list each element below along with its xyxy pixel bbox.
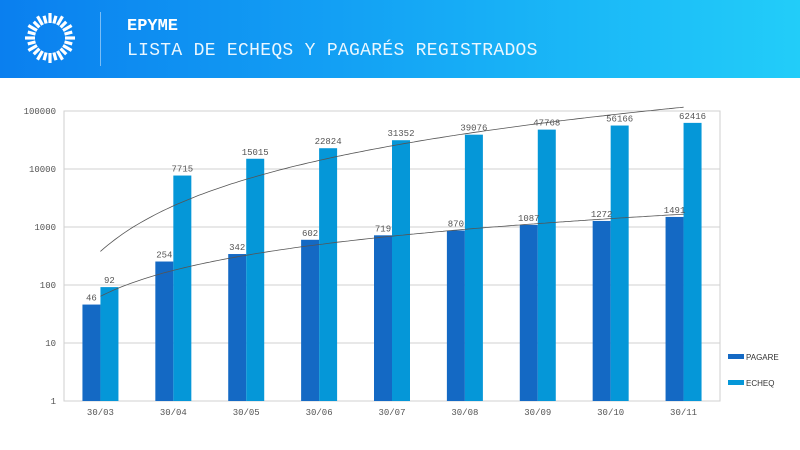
data-label: 254 xyxy=(156,251,172,261)
data-label: 39076 xyxy=(460,124,487,134)
logo-ray xyxy=(64,40,73,46)
bar-echeq xyxy=(246,158,265,401)
logo-ray xyxy=(27,40,36,46)
data-labels: 46 254 342 602 719 870 1087 1272 1491 92 7715 15015… xyxy=(86,112,706,304)
bar-echeq xyxy=(537,129,556,401)
logo-ray xyxy=(42,52,48,61)
data-label: 15015 xyxy=(242,148,269,158)
y-tick-label: 10000 xyxy=(29,165,56,175)
legend: PAGARE ECHEQ xyxy=(728,353,779,388)
bar-pagare xyxy=(301,239,320,401)
bar-chart: 1 10 100 1000 10000 100000 46 254 342 602 719 870 1… xyxy=(24,106,779,418)
data-label: 870 xyxy=(448,220,464,230)
bar-pagare xyxy=(665,216,684,401)
logo-ray xyxy=(52,15,58,24)
y-tick-label: 100000 xyxy=(24,107,56,117)
data-label: 22824 xyxy=(315,137,342,147)
logo-ray xyxy=(27,30,36,36)
data-label: 46 xyxy=(86,294,97,304)
x-tick-label: 30/05 xyxy=(233,408,260,418)
bar-pagare xyxy=(82,304,101,401)
logo-ray xyxy=(62,24,73,32)
data-label: 31352 xyxy=(387,129,414,139)
logo-ray xyxy=(64,30,73,36)
y-tick-label: 10 xyxy=(45,339,56,349)
x-tick-label: 30/08 xyxy=(451,408,478,418)
data-label: 56166 xyxy=(606,115,633,125)
y-tick-label: 100 xyxy=(40,281,56,291)
header-divider xyxy=(100,12,101,66)
logo-ray xyxy=(59,47,68,56)
trendline-echeq xyxy=(100,106,684,252)
logo-ray xyxy=(36,50,44,61)
epyme-logo-icon xyxy=(25,13,75,63)
data-label: 1087 xyxy=(518,214,540,224)
page-title: LISTA DE ECHEQS Y PAGARÉS REGISTRADOS xyxy=(127,41,538,61)
legend-swatch-echeq xyxy=(728,380,744,385)
x-tick-label: 30/03 xyxy=(87,408,114,418)
brand-name: EPYME xyxy=(127,17,179,36)
bars xyxy=(82,122,702,402)
x-tick-label: 30/07 xyxy=(378,408,405,418)
data-label: 47768 xyxy=(533,119,560,129)
logo-ray xyxy=(56,50,64,61)
logo-ray xyxy=(36,15,44,26)
x-tick-label: 30/06 xyxy=(306,408,333,418)
data-label: 602 xyxy=(302,229,318,239)
x-axis-ticks: 30/03 30/04 30/05 30/06 30/07 30/08 30/09 30/10… xyxy=(87,408,697,418)
data-label: 342 xyxy=(229,243,245,253)
data-label: 1491 xyxy=(664,206,686,216)
logo-ray xyxy=(32,47,41,56)
logo-ray xyxy=(27,44,38,52)
data-label: 7715 xyxy=(172,165,194,175)
bar-echeq xyxy=(319,148,338,401)
y-tick-label: 1 xyxy=(51,397,56,407)
legend-swatch-pagare xyxy=(728,354,744,359)
logo-ray xyxy=(59,20,68,29)
data-label: 719 xyxy=(375,224,391,234)
bar-pagare xyxy=(228,254,247,401)
bar-echeq xyxy=(392,140,410,401)
bar-echeq xyxy=(610,125,629,402)
data-label: 92 xyxy=(104,276,115,286)
bar-pagare xyxy=(519,224,538,401)
logo-ray xyxy=(42,15,48,24)
data-label: 1272 xyxy=(591,210,613,220)
bar-pagare xyxy=(155,261,174,401)
trendlines xyxy=(100,106,684,297)
logo-ray xyxy=(27,24,38,32)
y-axis-ticks: 1 10 100 1000 10000 100000 xyxy=(24,107,56,407)
trendline-pagare xyxy=(100,213,684,297)
legend-label: PAGARE xyxy=(746,353,779,362)
data-label: 62416 xyxy=(679,112,706,122)
x-tick-label: 30/09 xyxy=(524,408,551,418)
legend-label: ECHEQ xyxy=(746,379,774,388)
header-banner: EPYME LISTA DE ECHEQS Y PAGARÉS REGISTRA… xyxy=(0,0,800,78)
bar-pagare xyxy=(374,235,392,401)
logo-ray xyxy=(52,52,58,61)
logo-ray xyxy=(56,15,64,26)
y-tick-label: 1000 xyxy=(34,223,56,233)
bar-pagare xyxy=(592,220,611,401)
logo-ray xyxy=(32,20,41,29)
bar-echeq xyxy=(173,175,192,401)
logo-ray xyxy=(62,44,73,52)
x-tick-label: 30/04 xyxy=(160,408,187,418)
bar-echeq xyxy=(100,287,119,401)
bar-echeq xyxy=(683,122,702,401)
x-tick-label: 30/11 xyxy=(670,408,697,418)
x-tick-label: 30/10 xyxy=(597,408,624,418)
bar-echeq xyxy=(464,134,483,401)
bar-pagare xyxy=(446,230,465,401)
